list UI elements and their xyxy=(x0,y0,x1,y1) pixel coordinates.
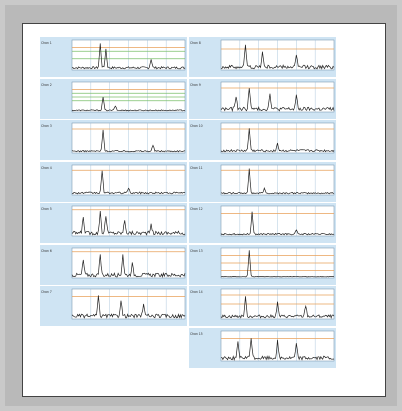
chart-panel: Chan 5 xyxy=(40,203,187,243)
chart-panel: Chan 4 xyxy=(40,162,187,202)
chart-panel: Chan 2 xyxy=(40,79,187,119)
chart-panel: Chan 11 xyxy=(189,162,336,202)
spectrum-plot xyxy=(64,37,187,77)
panel-label: Chan 4 xyxy=(41,166,63,170)
spectrum-plot xyxy=(213,162,336,202)
chart-panel: Chan 15 xyxy=(189,328,336,368)
panel-label: Chan 9 xyxy=(190,83,212,87)
spectrum-plot xyxy=(64,79,187,119)
panel-label: Chan 14 xyxy=(190,290,212,294)
chart-panel: Chan 8 xyxy=(189,37,336,77)
panel-label: Chan 11 xyxy=(190,166,212,170)
chart-panel: Chan 14 xyxy=(189,286,336,326)
chart-panel: Chan 10 xyxy=(189,120,336,160)
spectrum-plot xyxy=(213,286,336,326)
chart-panel: Chan 13 xyxy=(189,245,336,285)
panel-label: Chan 1 xyxy=(41,41,63,45)
spectrum-plot xyxy=(64,120,187,160)
chart-panel: Chan 6 xyxy=(40,245,187,285)
panel-label: Chan 3 xyxy=(41,124,63,128)
spectrum-plot xyxy=(213,120,336,160)
chart-panel: Chan 7 xyxy=(40,286,187,326)
spectrum-plot xyxy=(64,203,187,243)
spectrum-plot xyxy=(213,37,336,77)
chart-panel: Chan 1 xyxy=(40,37,187,77)
panel-label: Chan 10 xyxy=(190,124,212,128)
chart-panel: Chan 12 xyxy=(189,203,336,243)
chart-panel: Chan 3 xyxy=(40,120,187,160)
panel-label: Chan 2 xyxy=(41,83,63,87)
spectrum-plot xyxy=(213,328,336,368)
spectrum-plot xyxy=(213,79,336,119)
panel-label: Chan 8 xyxy=(190,41,212,45)
panel-label: Chan 7 xyxy=(41,290,63,294)
panel-label: Chan 6 xyxy=(41,249,63,253)
spectrum-plot xyxy=(64,162,187,202)
spectrum-plot xyxy=(213,245,336,285)
panel-label: Chan 5 xyxy=(41,207,63,211)
panel-label: Chan 13 xyxy=(190,249,212,253)
spectrum-plot xyxy=(64,286,187,326)
spectrum-plot xyxy=(213,203,336,243)
spectrum-plot xyxy=(64,245,187,285)
panel-label: Chan 12 xyxy=(190,207,212,211)
panel-label: Chan 15 xyxy=(190,332,212,336)
chart-panel: Chan 9 xyxy=(189,79,336,119)
